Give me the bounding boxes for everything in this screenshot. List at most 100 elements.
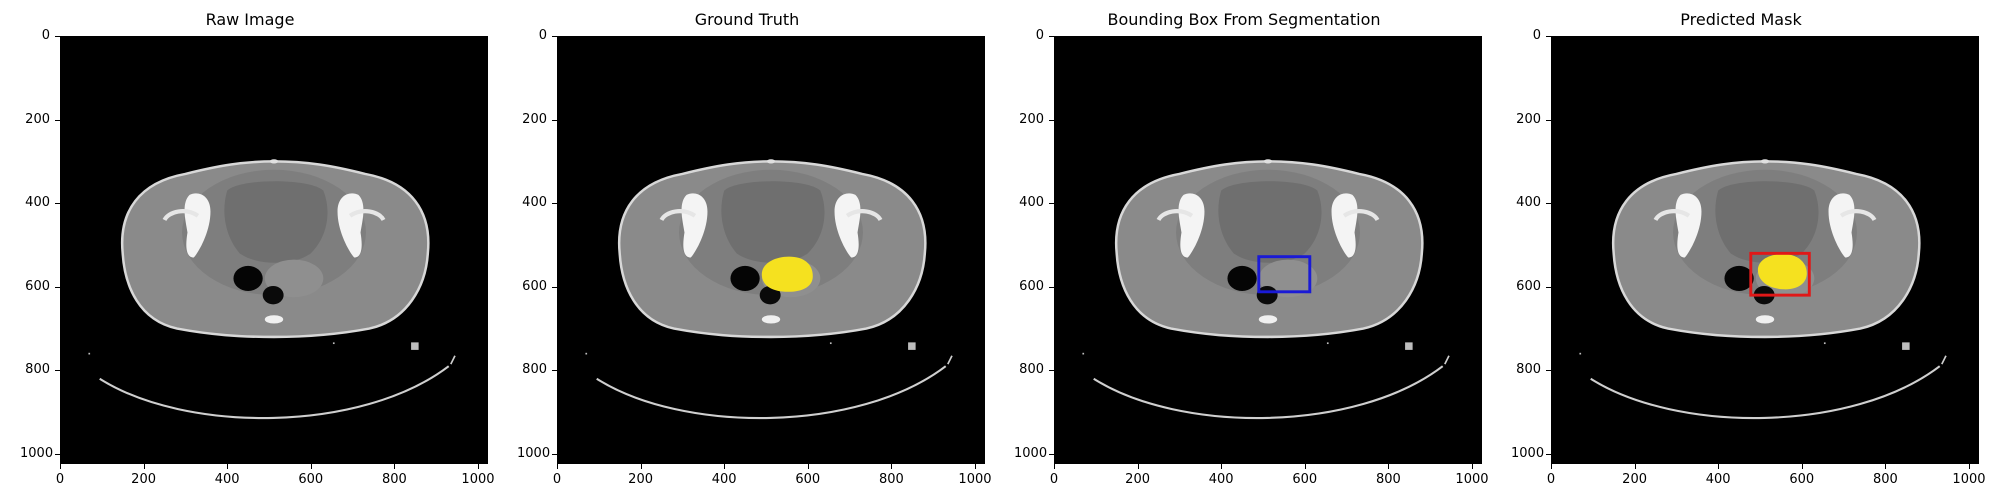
y-tick-mark: [55, 119, 60, 121]
x-tick-mark: [1304, 464, 1306, 469]
ct-image: [1054, 36, 1482, 464]
x-tick-label: 200: [628, 472, 653, 487]
x-tick-label: 400: [711, 472, 737, 487]
x-tick-mark: [1801, 464, 1803, 469]
y-tick-label: 800: [25, 362, 50, 378]
x-tick-mark: [1137, 464, 1139, 469]
ct-table-edge: [947, 355, 953, 365]
prediction-bbox: [1749, 251, 1811, 297]
ct-air-pocket: [1724, 265, 1754, 291]
ct-dot: [829, 342, 832, 345]
y-tick-label: 600: [1019, 278, 1044, 294]
y-tick-label: 400: [1019, 195, 1044, 211]
panel-title: Raw Image: [205, 10, 295, 29]
ct-dot: [332, 342, 335, 345]
x-tick-label: 1000: [958, 472, 992, 487]
x-tick-mark: [974, 464, 976, 469]
ct-table-edge: [450, 355, 456, 365]
ct-bladder: [721, 181, 825, 263]
ct-calibration-marker: [1902, 342, 1910, 350]
y-tick-mark: [552, 36, 557, 37]
ct-dot: [585, 352, 588, 355]
x-tick-label: 800: [381, 472, 407, 487]
panel-title: Bounding Box From Segmentation: [1107, 10, 1381, 29]
y-tick-mark: [552, 453, 557, 455]
y-tick-mark: [1049, 203, 1054, 205]
segmentation-mask: [761, 256, 813, 292]
y-tick-label: 800: [1516, 362, 1541, 378]
x-tick-label: 0: [552, 472, 562, 487]
y-tick-label: 400: [522, 195, 547, 211]
x-tick-mark: [1968, 464, 1970, 469]
ct-table-edge: [1941, 355, 1947, 365]
x-tick-mark: [1388, 464, 1390, 469]
panel-raw-image: Raw Image 0 200 400 600 800 1000 0 200 400 600 800…: [0, 0, 500, 500]
ct-scan-svg: [1579, 159, 1947, 419]
x-tick-mark: [1718, 464, 1720, 469]
x-tick-label: 800: [1375, 472, 1401, 487]
ct-dot: [1579, 352, 1582, 355]
ct-right-bone-rim: [845, 209, 883, 222]
ct-right-iliac-bone: [1828, 193, 1855, 258]
ct-coccyx: [264, 315, 284, 324]
panel-title: Predicted Mask: [1680, 10, 1802, 29]
ct-skin-marker: [269, 159, 279, 164]
x-tick-mark: [60, 464, 61, 469]
ct-left-iliac-bone: [1675, 193, 1702, 258]
y-tick-label: 200: [522, 111, 547, 127]
ct-table-arc: [99, 365, 450, 419]
x-tick-mark: [477, 464, 479, 469]
x-tick-label: 600: [1292, 472, 1318, 487]
y-tick-label: 400: [25, 195, 50, 211]
y-tick-mark: [552, 286, 557, 288]
ct-right-bone-rim: [1342, 209, 1380, 222]
x-tick-mark: [227, 464, 229, 469]
x-tick-mark: [310, 464, 312, 469]
x-tick-label: 200: [1622, 472, 1647, 487]
x-tick-label: 200: [131, 472, 156, 487]
y-tick-mark: [55, 203, 60, 205]
ct-scan-svg: [1082, 159, 1450, 419]
x-tick-label: 0: [1546, 472, 1556, 487]
panel-ground-truth: Ground Truth 0 200 400 600 800 1000 0 200 400 600…: [497, 0, 997, 500]
ct-air-pocket-2: [262, 285, 284, 305]
y-tick-mark: [1546, 286, 1551, 288]
y-tick-mark: [1049, 286, 1054, 288]
ct-left-iliac-bone: [681, 193, 708, 258]
ct-coccyx: [1755, 315, 1775, 324]
ct-image: [557, 36, 985, 464]
x-tick-mark: [1471, 464, 1473, 469]
ct-left-iliac-bone: [1178, 193, 1205, 258]
x-tick-mark: [1634, 464, 1636, 469]
ct-table-edge: [1444, 355, 1450, 365]
predicted-mask: [1757, 254, 1807, 290]
y-tick-mark: [552, 203, 557, 205]
ct-right-bone-rim: [348, 209, 386, 222]
x-tick-mark: [143, 464, 145, 469]
ct-right-iliac-bone: [337, 193, 364, 258]
ct-coccyx: [1258, 315, 1278, 324]
x-tick-label: 600: [298, 472, 324, 487]
x-tick-label: 800: [878, 472, 904, 487]
y-tick-label: 1000: [517, 445, 551, 461]
ct-scan-svg: [585, 159, 953, 419]
ct-dot: [1823, 342, 1826, 345]
ct-table-arc: [1093, 365, 1444, 419]
x-tick-mark: [1885, 464, 1887, 469]
y-tick-mark: [552, 119, 557, 121]
ct-scan-svg: [88, 159, 456, 419]
ct-dot: [1082, 352, 1085, 355]
ct-right-bone-rim: [1839, 209, 1877, 222]
y-tick-label: 0: [538, 28, 547, 43]
y-tick-label: 1000: [1014, 445, 1048, 461]
y-tick-mark: [1546, 453, 1551, 455]
ct-calibration-marker: [1405, 342, 1413, 350]
x-tick-label: 0: [55, 472, 65, 487]
y-tick-label: 200: [25, 111, 50, 127]
ct-dot: [1326, 342, 1329, 345]
ct-skin-marker: [1760, 159, 1770, 164]
y-tick-mark: [1546, 370, 1551, 372]
x-tick-label: 1000: [1952, 472, 1986, 487]
ct-left-bone-rim: [162, 209, 200, 222]
ct-image: [60, 36, 488, 464]
